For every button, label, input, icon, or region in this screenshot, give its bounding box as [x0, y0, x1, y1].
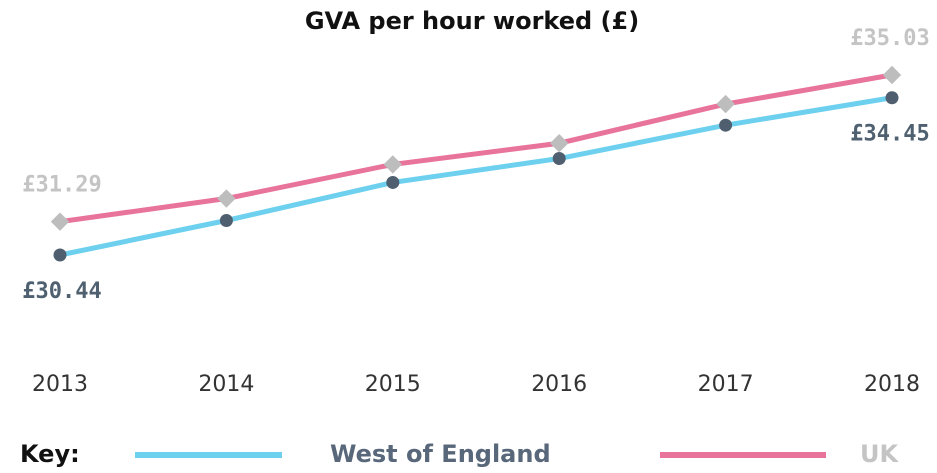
marker — [552, 152, 566, 166]
x-tick-label: 2017 — [698, 372, 754, 397]
x-tick-label: 2013 — [32, 372, 88, 397]
marker — [53, 248, 67, 262]
marker — [882, 65, 902, 85]
marker — [885, 91, 899, 105]
series-line — [59, 72, 893, 225]
legend-label: UK — [860, 440, 899, 468]
legend-title: Key: — [20, 440, 80, 468]
marker — [50, 212, 70, 231]
x-tick-label: 2016 — [531, 372, 587, 397]
series-line — [59, 95, 893, 258]
x-tick-label: 2015 — [365, 372, 421, 397]
data-label: £34.45 — [850, 122, 929, 147]
marker — [383, 155, 402, 174]
data-label: £30.44 — [22, 279, 101, 304]
chart-title: GVA per hour worked (£) — [305, 7, 639, 35]
marker — [386, 175, 400, 189]
x-tick-label: 2018 — [864, 372, 920, 397]
data-label: £31.29 — [22, 173, 101, 198]
marker — [219, 213, 233, 227]
marker — [719, 118, 733, 132]
marker — [217, 189, 236, 208]
legend-label: West of England — [330, 440, 551, 468]
marker — [550, 134, 569, 153]
marker — [716, 94, 735, 114]
x-tick-label: 2014 — [198, 372, 254, 397]
data-label: £35.03 — [850, 26, 929, 51]
